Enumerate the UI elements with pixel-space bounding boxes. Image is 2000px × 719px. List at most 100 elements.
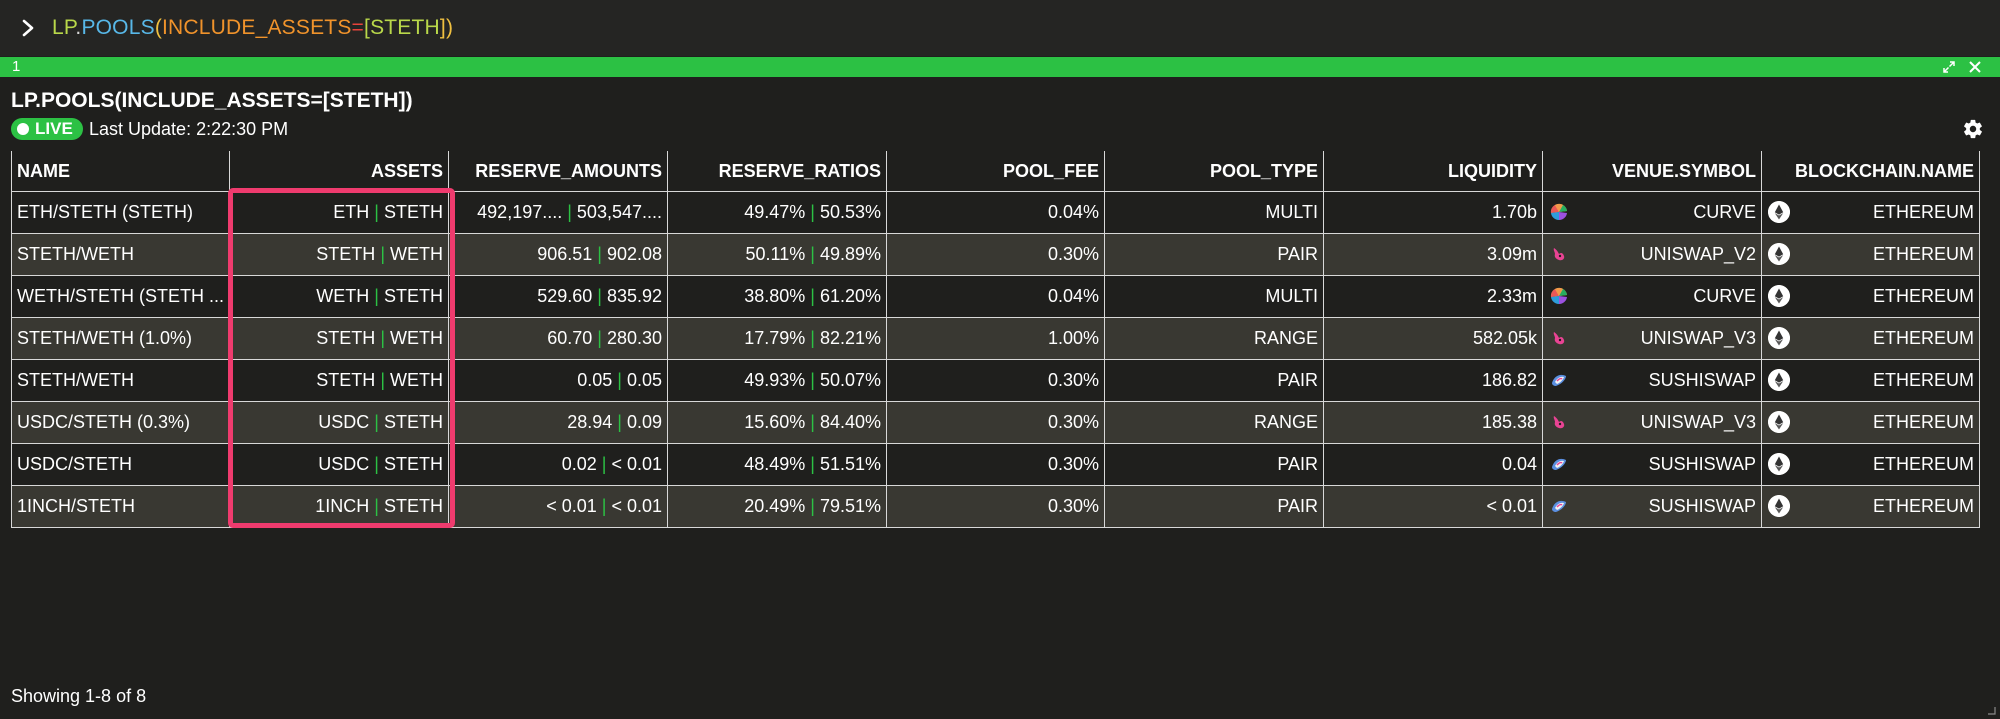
value-separator: |: [810, 369, 815, 390]
value-separator: |: [601, 495, 607, 516]
cell-venue-symbol: CURVE: [1543, 275, 1762, 317]
cell-pool-type: RANGE: [1105, 401, 1324, 443]
asset-b: STETH: [383, 411, 443, 432]
header-pool-fee[interactable]: POOL_FEE: [887, 151, 1105, 191]
amount-b: 0.09: [626, 411, 662, 432]
header-venue-symbol[interactable]: VENUE.SYMBOL: [1543, 151, 1762, 191]
table-row[interactable]: STETH/WETH STETH | WETH 0.05 | 0.05 49.93% | 50.0…: [11, 359, 1980, 401]
cell-blockchain-name: ETHEREUM: [1762, 191, 1980, 233]
header-reserve-ratios[interactable]: RESERVE_RATIOS: [668, 151, 887, 191]
row-border: [11, 401, 1980, 402]
cell-reserve-ratios: 38.80% | 61.20%: [668, 275, 887, 317]
table-row[interactable]: USDC/STETH USDC | STETH 0.02 | < 0.01 48.49% | 51…: [11, 443, 1980, 485]
ratio-a: 49.47%: [744, 201, 806, 222]
chain-name: ETHEREUM: [1872, 453, 1974, 474]
cell-blockchain-name: ETHEREUM: [1762, 401, 1980, 443]
table-row[interactable]: STETH/WETH (1.0%) STETH | WETH 60.70 | 280.30 1…: [11, 317, 1980, 359]
value-separator: |: [810, 453, 815, 474]
cell-liquidity: 1.70b: [1324, 191, 1543, 233]
ratio-b: 84.40%: [819, 411, 881, 432]
header-blockchain-name[interactable]: BLOCKCHAIN.NAME: [1762, 151, 1980, 191]
ethereum-icon: [1768, 243, 1790, 265]
value-separator: |: [374, 453, 379, 474]
header-assets[interactable]: ASSETS: [230, 151, 449, 191]
cell-reserve-ratios: 48.49% | 51.51%: [668, 443, 887, 485]
cell-reserve-amounts: 0.05 | 0.05: [449, 359, 668, 401]
command-bar[interactable]: LP.POOLS(INCLUDE_ASSETS=[STETH]): [0, 0, 2000, 56]
header-name[interactable]: NAME: [11, 151, 230, 191]
cell-pool-fee: 0.30%: [887, 233, 1105, 275]
value-separator: |: [810, 285, 815, 306]
cell-venue-symbol: UNISWAP_V3: [1543, 317, 1762, 359]
cell-pool-fee: 0.04%: [887, 191, 1105, 233]
expand-icon[interactable]: [1941, 59, 1957, 75]
cell-pool-type: PAIR: [1105, 233, 1324, 275]
cell-venue-symbol: UNISWAP_V3: [1543, 401, 1762, 443]
table-row[interactable]: 1INCH/STETH 1INCH | STETH < 0.01 | < 0.01 20.49…: [11, 485, 1980, 527]
value-separator: |: [810, 495, 815, 516]
cell-reserve-amounts: < 0.01 | < 0.01: [449, 485, 668, 527]
asset-b: STETH: [383, 495, 443, 516]
close-icon[interactable]: [1967, 59, 1983, 75]
cell-blockchain-name: ETHEREUM: [1762, 317, 1980, 359]
sushiswap-icon: [1552, 458, 1566, 470]
venue-name: UNISWAP_V3: [1640, 411, 1756, 432]
chain-name: ETHEREUM: [1872, 369, 1974, 390]
row-border: [11, 359, 1980, 360]
cell-blockchain-name: ETHEREUM: [1762, 275, 1980, 317]
cell-reserve-ratios: 17.79% | 82.21%: [668, 317, 887, 359]
header-reserve-amounts[interactable]: RESERVE_AMOUNTS: [449, 151, 668, 191]
chain-name: ETHEREUM: [1872, 411, 1974, 432]
command-input[interactable]: LP.POOLS(INCLUDE_ASSETS=[STETH]): [52, 14, 453, 42]
cell-assets: ETH | STETH: [230, 191, 449, 233]
value-separator: |: [374, 411, 379, 432]
value-separator: |: [810, 201, 815, 222]
cell-pool-fee: 0.30%: [887, 443, 1105, 485]
value-separator: |: [810, 243, 815, 264]
uniswap-icon: [1553, 416, 1565, 429]
gear-icon[interactable]: [1962, 118, 1984, 140]
panel-header-bar[interactable]: 1: [0, 57, 2000, 77]
amount-b: 503,547....: [576, 201, 662, 222]
row-border: [11, 485, 1980, 486]
cmd-close: ]): [439, 16, 454, 39]
asset-a: STETH: [316, 243, 376, 264]
venue-name: CURVE: [1693, 201, 1756, 222]
cell-reserve-ratios: 20.49% | 79.51%: [668, 485, 887, 527]
cell-venue-symbol: CURVE: [1543, 191, 1762, 233]
value-separator: |: [567, 201, 572, 222]
amount-b: 0.05: [626, 369, 662, 390]
chevron-right-icon: [22, 19, 34, 37]
amount-a: 529.60: [537, 285, 593, 306]
asset-b: WETH: [390, 369, 443, 390]
ratio-a: 17.79%: [744, 327, 806, 348]
table-row[interactable]: USDC/STETH (0.3%) USDC | STETH 28.94 | 0.09 15.…: [11, 401, 1980, 443]
asset-b: WETH: [390, 327, 443, 348]
value-separator: |: [380, 243, 385, 264]
resize-handle-icon[interactable]: [1986, 705, 1996, 715]
value-separator: |: [374, 285, 379, 306]
row-border: [11, 275, 1980, 276]
table-row[interactable]: ETH/STETH (STETH) ETH | STETH 492,197.... | 50…: [11, 191, 1980, 233]
ethereum-icon: [1768, 201, 1790, 223]
amount-b: 280.30: [606, 327, 662, 348]
cell-blockchain-name: ETHEREUM: [1762, 485, 1980, 527]
ethereum-icon: [1768, 285, 1790, 307]
cell-pool-type: RANGE: [1105, 317, 1324, 359]
ratio-a: 48.49%: [744, 453, 806, 474]
amount-a: 60.70: [547, 327, 593, 348]
amount-a: 28.94: [567, 411, 613, 432]
header-pool-type[interactable]: POOL_TYPE: [1105, 151, 1324, 191]
row-border: [11, 317, 1980, 318]
asset-a: STETH: [316, 369, 376, 390]
table-row[interactable]: WETH/STETH (STETH ... WETH | STETH 529.60 | 83…: [11, 275, 1980, 317]
cell-assets: STETH | WETH: [230, 359, 449, 401]
chain-name: ETHEREUM: [1872, 327, 1974, 348]
value-separator: |: [597, 285, 602, 306]
table-row[interactable]: STETH/WETH STETH | WETH 906.51 | 902.08 50.11% |…: [11, 233, 1980, 275]
cell-reserve-amounts: 492,197.... | 503,547....: [449, 191, 668, 233]
cell-assets: STETH | WETH: [230, 233, 449, 275]
value-separator: |: [374, 201, 379, 222]
header-liquidity[interactable]: LIQUIDITY: [1324, 151, 1543, 191]
panel-title: LP.POOLS(INCLUDE_ASSETS=[STETH]): [11, 89, 413, 112]
